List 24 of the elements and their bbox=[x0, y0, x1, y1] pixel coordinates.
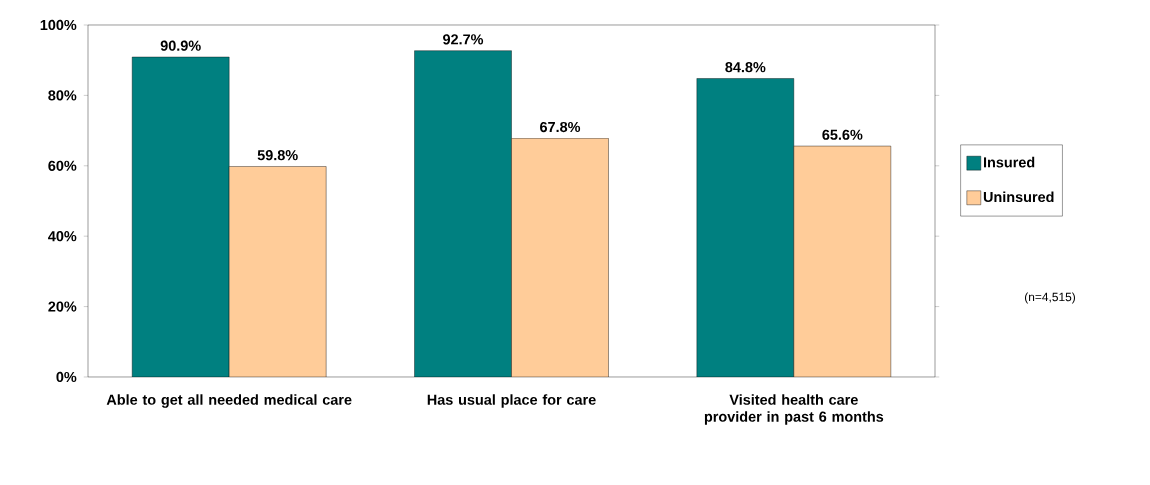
y-tick-label: 100% bbox=[40, 19, 77, 31]
legend-label: Insured bbox=[983, 156, 1035, 168]
bar bbox=[228, 166, 327, 377]
x-tick-label: Able to get all needed medical care bbox=[106, 394, 352, 408]
data-label: 65.6% bbox=[822, 129, 863, 140]
data-label: 92.7% bbox=[443, 34, 484, 45]
bar bbox=[793, 145, 892, 377]
y-tick-label: 0% bbox=[56, 371, 77, 383]
data-label: 84.8% bbox=[725, 62, 766, 73]
x-tick-label: Visited health care provider in past 6 months bbox=[704, 394, 884, 425]
bar bbox=[414, 50, 512, 377]
y-tick-label: 80% bbox=[48, 90, 77, 101]
bar bbox=[696, 78, 795, 377]
data-label: 67.8% bbox=[540, 121, 581, 133]
y-tick-label: 60% bbox=[48, 160, 77, 171]
data-label: 90.9% bbox=[160, 40, 201, 51]
x-tick-label: Has usual place for care bbox=[427, 394, 596, 408]
bar bbox=[131, 56, 230, 377]
bar bbox=[511, 138, 609, 377]
y-tick-label: 40% bbox=[48, 231, 77, 242]
text: (n=4,515) bbox=[1024, 292, 1075, 304]
legend-label: Uninsured bbox=[983, 191, 1054, 203]
data-label: 59.8% bbox=[257, 150, 298, 161]
y-tick-label: 20% bbox=[48, 301, 77, 312]
